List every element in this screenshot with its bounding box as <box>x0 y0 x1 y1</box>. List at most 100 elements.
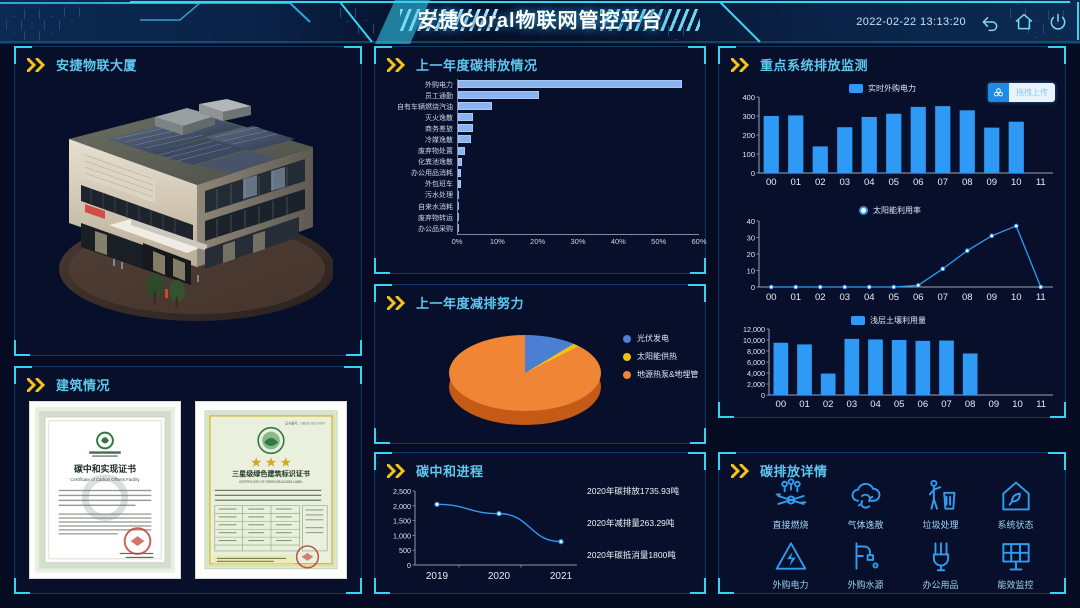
detail-icon-electricity-bolt[interactable]: 外购电力 <box>753 537 828 591</box>
hex-deco <box>340 4 356 22</box>
pie-legend-item[interactable]: 地源热泵&地埋管 <box>623 369 698 380</box>
solar-x-tick: 05 <box>888 292 899 303</box>
neutral-y-tick: 500 <box>399 546 411 555</box>
emission-x-tick: 50% <box>651 237 667 247</box>
header-right-controls: 2022-02-22 13:13:20 <box>856 0 1068 44</box>
svg-power-bar <box>959 110 975 173</box>
office-bulb-icon <box>922 537 960 575</box>
certificate-green-building[interactable]: 证书编号：GBZS-2021-0007 三星级绿色建筑标识证书 CERTIFIC… <box>195 401 347 579</box>
emission-bar-label: 外购电力 <box>425 81 453 89</box>
svg-soil-bar <box>962 353 978 395</box>
emission-bar-track <box>457 123 699 135</box>
detail-icon-house-leaf[interactable]: 系统状态 <box>978 477 1053 531</box>
water-tap-icon <box>847 537 885 575</box>
drag-upload-label: 拖拽上传 <box>1016 88 1048 97</box>
pie-legend-item[interactable]: 太阳能供热 <box>623 351 698 362</box>
panel-emission-breakdown: 上一年度碳排放情况 外购电力 员工通勤 自有车辆燃烧汽油 灭火逸散 商务差旅 冷媒逸散 废弃… <box>374 46 707 274</box>
emission-bar-fill <box>458 146 466 155</box>
cert2-title-cn: 三星级绿色建筑标识证书 <box>232 469 310 478</box>
emission-bar-track <box>457 167 699 179</box>
svg-soil-x-tick: 01 <box>799 399 810 410</box>
detail-icon-water-tap[interactable]: 外购水源 <box>828 537 903 591</box>
realtime-power-bar-svg: 0 100 200 300 400 00 01 02 03 04 05 06 07 08 09 10 11 <box>742 93 1053 188</box>
emission-bar-fill <box>458 168 462 177</box>
page-title: 安捷Coral物联网管控平台 <box>417 10 663 32</box>
certificate-thumbnails: 碳中和实现证书 Certificate of Carbon Offsets Fa… <box>29 401 347 579</box>
svg-power-x-tick: 02 <box>815 177 826 188</box>
svg-power-x-tick: 00 <box>766 177 777 188</box>
emission-bar-track <box>457 112 699 124</box>
detail-icon-solar-panel[interactable]: 能效监控 <box>978 537 1053 591</box>
legend-label: 浅层土壤利用量 <box>870 316 926 325</box>
emission-bar-track <box>457 189 699 202</box>
svg-soil-x-tick: 07 <box>941 399 952 410</box>
home-icon[interactable] <box>1014 12 1034 32</box>
chevron-double-right-icon <box>27 57 46 72</box>
cert2-title-en: CERTIFICATE OF GREEN BUILDING LABEL <box>239 480 303 484</box>
svg-soil-bar <box>820 373 836 395</box>
panel-reduction-title: 上一年度减排努力 <box>416 296 525 311</box>
svg-soil-y-tick: 6,000 <box>747 358 765 367</box>
legend-label: 太阳能利用率 <box>873 206 921 215</box>
emission-bar-label: 办公用品消耗 <box>411 170 453 178</box>
drag-upload-button[interactable]: 拖拽上传 <box>988 83 1055 102</box>
emission-bar-track <box>457 156 699 168</box>
panel-neutral-title: 碳中和进程 <box>416 464 484 479</box>
emission-bar-label: 废弃物转运 <box>418 214 453 222</box>
pie-legend: 光伏发电太阳能供热地源热泵&地埋管 <box>623 333 698 380</box>
neutral-y-tick: 0 <box>407 561 411 570</box>
svg-power-y-tick: 100 <box>742 150 755 159</box>
emission-bar-row: 办公品采购 <box>383 223 699 235</box>
pie-legend-item[interactable]: 光伏发电 <box>623 333 698 344</box>
detail-icon-direct-combustion[interactable]: 直接燃烧 <box>753 477 828 531</box>
panel-reduction-effort: 上一年度减排努力 光伏发电太阳能供热地源热泵&地埋管 <box>374 284 706 444</box>
svg-power-bar <box>935 106 951 173</box>
svg-power-x-tick: 09 <box>986 177 997 188</box>
emission-bar-fill <box>458 179 461 188</box>
emission-bar-row: 废弃物转运 <box>383 212 699 224</box>
svg-soil-bar <box>915 340 931 395</box>
carbon-neutral-annotations: 2020年碳排放1735.93吨 2020年减排量263.29吨 2020年碳抵消量… <box>587 485 703 561</box>
emission-bar-row: 自来水消耗 <box>383 201 699 213</box>
solar-x-tick: 04 <box>864 292 875 303</box>
svg-power-y-tick: 0 <box>751 169 755 178</box>
neutral-annotation: 2020年碳抵消量1800吨 <box>587 550 676 560</box>
detail-icon-gas-leak-cloud[interactable]: 气体逸散 <box>828 477 903 531</box>
emission-bar-label: 冷媒逸散 <box>425 137 453 145</box>
svg-soil-x-tick: 04 <box>870 399 881 410</box>
certificate-carbon-neutral-image: 碳中和实现证书 Certificate of Carbon Offsets Fa… <box>35 407 175 573</box>
svg-soil-bar <box>844 338 860 395</box>
svg-soil-x-tick: 06 <box>918 399 929 410</box>
svg-soil-bar <box>773 342 789 395</box>
chevron-double-right-icon <box>387 463 406 478</box>
emission-bar-fill <box>458 80 683 88</box>
detail-icon-waste-disposal[interactable]: 垃圾处理 <box>903 477 978 531</box>
panel-building: 安捷物联大厦 <box>14 46 362 356</box>
emission-bar-label: 自来水消耗 <box>418 203 453 211</box>
solar-x-tick: 03 <box>839 292 850 303</box>
carbon-neutral-line-chart: 0 500 1,000 1,500 2,000 2,500 2019 2020 2021 <box>381 483 584 587</box>
emission-bar-fill <box>458 135 471 144</box>
emission-x-tick: 20% <box>530 237 546 247</box>
panel-monitor-title: 重点系统排放监测 <box>760 58 869 73</box>
back-icon[interactable] <box>980 12 1000 32</box>
emission-bar-label: 化粪池逸散 <box>418 159 453 167</box>
hex-deco <box>24 5 40 23</box>
hex-deco <box>1048 6 1064 24</box>
detail-icon-label: 能效监控 <box>997 580 1034 590</box>
cert1-title-cn: 碳中和实现证书 <box>74 463 136 474</box>
svg-soil-x-tick: 11 <box>1036 399 1046 410</box>
certificate-carbon-neutral[interactable]: 碳中和实现证书 Certificate of Carbon Offsets Fa… <box>29 401 181 579</box>
legend-realtime-power: 实时外购电力 <box>849 83 916 94</box>
panel-monitor-header: 重点系统排放监测 <box>731 55 868 74</box>
emission-bar-label: 废弃物处置 <box>418 148 453 156</box>
detail-icon-office-bulb[interactable]: 办公用品 <box>903 537 978 591</box>
svg-soil-y-tick: 10,000 <box>743 336 765 345</box>
power-icon[interactable] <box>1048 12 1068 32</box>
emission-bar-track <box>457 145 699 157</box>
neutral-y-tick: 1,000 <box>393 531 411 540</box>
emission-bar-row: 化粪池逸散 <box>383 156 699 168</box>
emission-bar-fill <box>458 113 474 122</box>
svg-soil-y-tick: 12,000 <box>743 325 765 334</box>
chevron-double-right-icon <box>387 57 406 72</box>
